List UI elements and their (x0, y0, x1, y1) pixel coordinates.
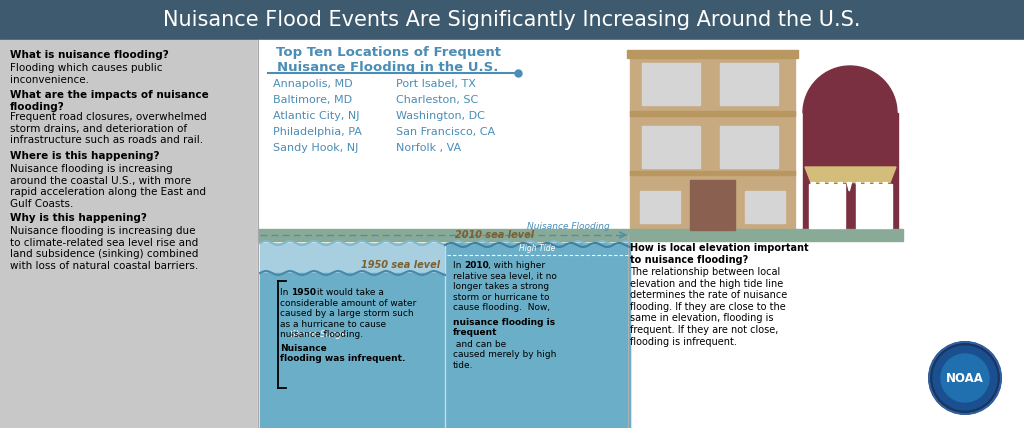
Polygon shape (805, 167, 896, 183)
Polygon shape (811, 183, 815, 191)
Text: 2010 sea level: 2010 sea level (455, 230, 535, 240)
Text: Why is this happening?: Why is this happening? (10, 213, 146, 223)
Text: Charleston, SC: Charleston, SC (396, 95, 478, 105)
Bar (260, 273, 445, 428)
Text: Port Isabel, TX: Port Isabel, TX (396, 79, 476, 89)
Text: Nuisance flooding is increasing
around the coastal U.S., with more
rapid acceler: Nuisance flooding is increasing around t… (10, 164, 206, 209)
Text: Atlantic City, NJ: Atlantic City, NJ (273, 111, 359, 121)
Bar (856, 184, 892, 228)
Text: and can be
caused merely by high
tide.: and can be caused merely by high tide. (453, 340, 556, 370)
Wedge shape (803, 66, 897, 113)
Bar (720, 126, 778, 168)
Text: Baltimore, MD: Baltimore, MD (273, 95, 352, 105)
Text: Norfolk , VA: Norfolk , VA (396, 143, 461, 153)
Polygon shape (856, 183, 860, 191)
Bar (745, 191, 785, 223)
Text: How is local elevation important
to nuisance flooding?: How is local elevation important to nuis… (630, 243, 809, 265)
Polygon shape (865, 183, 869, 191)
Text: 1950 sea level: 1950 sea level (360, 260, 440, 270)
Text: What are the impacts of nuisance
flooding?: What are the impacts of nuisance floodin… (10, 90, 209, 112)
Text: What is nuisance flooding?: What is nuisance flooding? (10, 50, 169, 60)
Text: 1950: 1950 (291, 288, 316, 297)
Text: In: In (280, 288, 291, 297)
Text: Where is this happening?: Where is this happening? (10, 151, 160, 161)
Text: San Francisco, CA: San Francisco, CA (396, 127, 496, 137)
Bar (258, 40, 1024, 428)
Text: Nuisance flooding is increasing due
to climate-related sea level rise and
land s: Nuisance flooding is increasing due to c… (10, 226, 199, 271)
Bar (260, 243, 630, 428)
Circle shape (929, 342, 1001, 414)
Bar (445, 243, 630, 428)
Bar (642, 126, 700, 168)
Text: NOAA: NOAA (946, 372, 984, 384)
Polygon shape (883, 183, 888, 191)
Text: considerable amount of water
caused by a large storm such
as a hurricane to caus: considerable amount of water caused by a… (280, 299, 416, 339)
Polygon shape (820, 183, 824, 191)
Text: Philadelphia, PA: Philadelphia, PA (273, 127, 361, 137)
Text: Nuisance Flooding: Nuisance Flooding (527, 222, 610, 231)
Bar (0, 40, 258, 428)
Bar (0, 0, 1024, 40)
Text: Sandy Hook, NJ: Sandy Hook, NJ (273, 143, 358, 153)
Polygon shape (829, 183, 834, 191)
Bar (690, 180, 735, 230)
Bar (640, 191, 680, 223)
Text: , with higher: , with higher (488, 261, 545, 270)
Text: 2010: 2010 (464, 261, 488, 270)
Polygon shape (838, 183, 843, 191)
Text: Nuisance Flood Events Are Significantly Increasing Around the U.S.: Nuisance Flood Events Are Significantly … (163, 10, 861, 30)
Text: Top Ten Locations of Frequent
Nuisance Flooding in the U.S.: Top Ten Locations of Frequent Nuisance F… (275, 46, 501, 74)
Text: Washington, DC: Washington, DC (396, 111, 485, 121)
Bar (627, 50, 798, 58)
Circle shape (933, 346, 997, 410)
Bar (642, 63, 700, 105)
Bar (258, 229, 903, 241)
Text: Flooding which causes public
inconvenience.: Flooding which causes public inconvenien… (10, 63, 163, 85)
Bar (630, 111, 795, 116)
Bar (809, 184, 845, 228)
Polygon shape (847, 183, 852, 191)
Text: nuisance flooding is
frequent: nuisance flooding is frequent (453, 318, 555, 337)
Bar (803, 113, 898, 233)
Text: High Tide: High Tide (519, 244, 555, 253)
Text: The relationship between local
elevation and the high tide line
determines the r: The relationship between local elevation… (630, 267, 787, 347)
Text: Annapolis, MD: Annapolis, MD (273, 79, 352, 89)
Circle shape (941, 354, 989, 402)
Bar (630, 53, 795, 233)
Text: relative sea level, it no
longer takes a strong
storm or hurricane to
cause floo: relative sea level, it no longer takes a… (453, 272, 557, 312)
Polygon shape (874, 183, 879, 191)
Text: Frequent road closures, overwhelmed
storm drains, and deterioration of
infrastru: Frequent road closures, overwhelmed stor… (10, 112, 207, 145)
Text: In: In (453, 261, 464, 270)
Bar (720, 63, 778, 105)
Text: Storm Surge: Storm Surge (290, 330, 347, 339)
Text: Nuisance
flooding was infrequent.: Nuisance flooding was infrequent. (280, 344, 406, 363)
Text: it would take a: it would take a (314, 288, 384, 297)
Bar (630, 171, 795, 175)
